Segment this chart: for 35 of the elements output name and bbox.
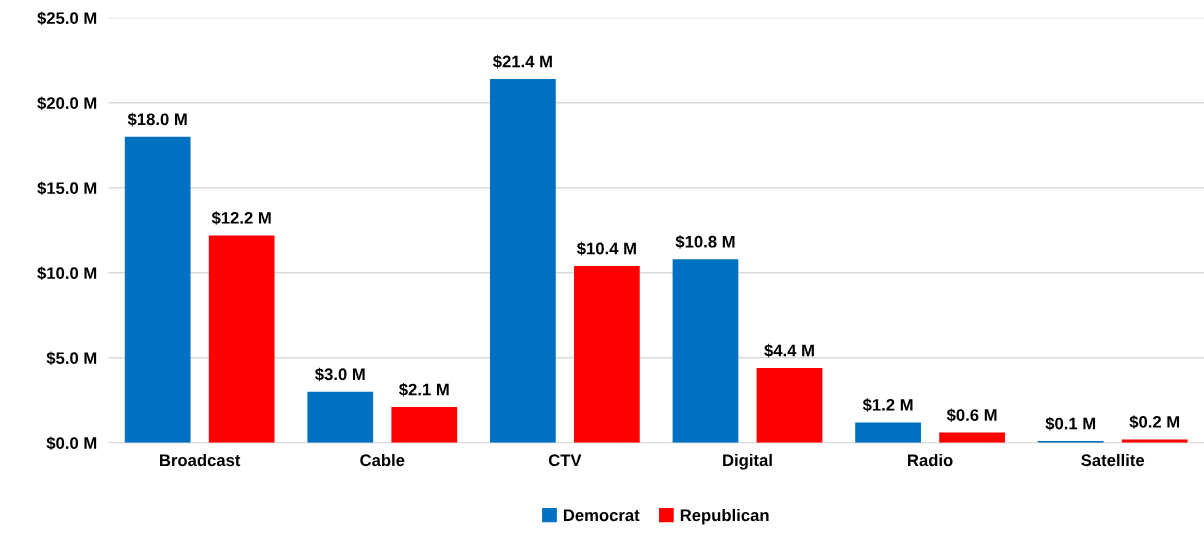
data-label: $18.0 M bbox=[127, 112, 187, 127]
bar bbox=[391, 407, 458, 443]
data-label: $21.4 M bbox=[492, 54, 552, 69]
x-tick-label: Satellite bbox=[1081, 453, 1145, 467]
legend-label: Democrat bbox=[563, 509, 640, 522]
data-label: $1.2 M bbox=[862, 398, 913, 412]
bar bbox=[574, 266, 640, 443]
data-label: $10.8 M bbox=[675, 235, 735, 249]
data-label: $0.2 M bbox=[1129, 415, 1180, 429]
data-label: $10.4 M bbox=[576, 241, 636, 256]
x-tick-label: Cable bbox=[360, 453, 405, 467]
x-tick-label: Broadcast bbox=[160, 453, 241, 467]
y-tick-label: $5.0 M bbox=[46, 351, 97, 366]
x-tick-label: CTV bbox=[548, 454, 582, 467]
data-label: $0.6 M bbox=[946, 408, 997, 423]
y-tick-label: $25.0 M bbox=[37, 11, 97, 26]
bar bbox=[855, 422, 921, 443]
y-tick-label: $0.0 M bbox=[46, 436, 97, 451]
data-label: $4.4 M bbox=[764, 343, 814, 358]
y-tick-label: $20.0 M bbox=[37, 96, 97, 111]
data-label: $3.0 M bbox=[315, 367, 365, 382]
x-tick-label: Radio bbox=[908, 453, 953, 467]
y-tick-label: $10.0 M bbox=[37, 266, 97, 281]
legend-label: Republican bbox=[680, 508, 769, 525]
bar bbox=[208, 235, 275, 443]
bar bbox=[490, 79, 556, 443]
bar bbox=[756, 368, 823, 443]
data-label: $12.2 M bbox=[211, 211, 271, 225]
y-tick-label: $15.0 M bbox=[37, 181, 97, 196]
data-label: $0.1 M bbox=[1045, 416, 1096, 431]
bar bbox=[672, 259, 739, 443]
bar bbox=[307, 391, 374, 443]
data-label: $2.1 M bbox=[399, 382, 449, 397]
x-tick-label: Digital bbox=[723, 453, 772, 470]
bar bbox=[124, 136, 191, 443]
